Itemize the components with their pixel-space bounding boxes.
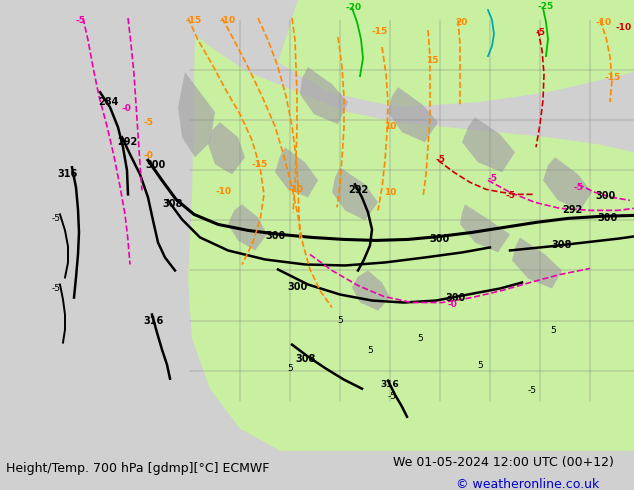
Polygon shape xyxy=(300,67,348,124)
Text: -5: -5 xyxy=(573,183,583,192)
Text: -5: -5 xyxy=(535,27,545,37)
Text: 5: 5 xyxy=(477,361,483,369)
Text: -15: -15 xyxy=(186,16,202,24)
Text: -15: -15 xyxy=(372,27,388,36)
Polygon shape xyxy=(208,122,245,174)
Text: 308: 308 xyxy=(296,354,316,364)
Text: © weatheronline.co.uk: © weatheronline.co.uk xyxy=(456,478,600,490)
Polygon shape xyxy=(332,167,378,220)
Polygon shape xyxy=(178,72,215,157)
Text: -5: -5 xyxy=(527,386,536,395)
Text: -5: -5 xyxy=(143,118,153,127)
Text: -5: -5 xyxy=(435,155,445,164)
Text: 308: 308 xyxy=(163,199,183,209)
Text: 5: 5 xyxy=(337,316,343,324)
Text: -5: -5 xyxy=(51,214,60,223)
Text: 5: 5 xyxy=(287,364,293,373)
Polygon shape xyxy=(388,87,438,142)
Text: 316: 316 xyxy=(380,380,399,389)
Text: 300: 300 xyxy=(430,234,450,245)
Text: 20: 20 xyxy=(455,18,467,26)
Text: 5: 5 xyxy=(417,334,423,343)
Text: -20: -20 xyxy=(346,3,362,12)
Text: -10: -10 xyxy=(596,18,612,26)
Text: 292: 292 xyxy=(562,205,582,216)
Polygon shape xyxy=(352,270,390,311)
Text: -0: -0 xyxy=(121,104,131,113)
Polygon shape xyxy=(278,0,634,107)
Text: 292: 292 xyxy=(348,185,368,196)
Text: 300: 300 xyxy=(595,192,615,201)
Text: 10: 10 xyxy=(384,122,396,131)
Text: -5: -5 xyxy=(487,174,497,183)
Text: -10: -10 xyxy=(220,16,236,24)
Text: We 01-05-2024 12:00 UTC (00+12): We 01-05-2024 12:00 UTC (00+12) xyxy=(393,456,614,469)
Text: 316: 316 xyxy=(58,170,78,179)
Text: -0: -0 xyxy=(143,151,153,160)
Text: Height/Temp. 700 hPa [gdmp][°C] ECMWF: Height/Temp. 700 hPa [gdmp][°C] ECMWF xyxy=(6,462,269,475)
Text: 300: 300 xyxy=(288,282,308,292)
Polygon shape xyxy=(462,117,515,172)
Polygon shape xyxy=(543,157,592,210)
Text: -15: -15 xyxy=(252,160,268,169)
Text: -25: -25 xyxy=(538,2,554,11)
Text: -15: -15 xyxy=(605,73,621,82)
Text: -10: -10 xyxy=(616,23,632,32)
Text: -10: -10 xyxy=(216,187,232,196)
Text: 15: 15 xyxy=(426,55,438,65)
Text: 5: 5 xyxy=(367,345,373,355)
Text: -0: -0 xyxy=(447,300,457,309)
Text: 300: 300 xyxy=(265,231,285,242)
Text: -10: -10 xyxy=(288,185,304,194)
Text: -5: -5 xyxy=(505,191,515,200)
Text: 300: 300 xyxy=(145,160,165,171)
Polygon shape xyxy=(188,35,634,451)
Text: -5: -5 xyxy=(51,284,60,293)
Polygon shape xyxy=(275,147,318,197)
Text: 10: 10 xyxy=(384,188,396,197)
Polygon shape xyxy=(512,238,562,289)
Text: 300: 300 xyxy=(445,293,465,302)
Text: 292: 292 xyxy=(117,137,137,147)
Polygon shape xyxy=(228,204,267,250)
Text: -5: -5 xyxy=(75,16,85,24)
Text: -5: -5 xyxy=(387,392,396,401)
Text: 5: 5 xyxy=(550,325,556,335)
Text: 308: 308 xyxy=(552,241,573,250)
Polygon shape xyxy=(460,204,510,252)
Text: 300: 300 xyxy=(598,213,618,223)
Text: 284: 284 xyxy=(98,97,118,107)
Text: 316: 316 xyxy=(143,316,163,325)
